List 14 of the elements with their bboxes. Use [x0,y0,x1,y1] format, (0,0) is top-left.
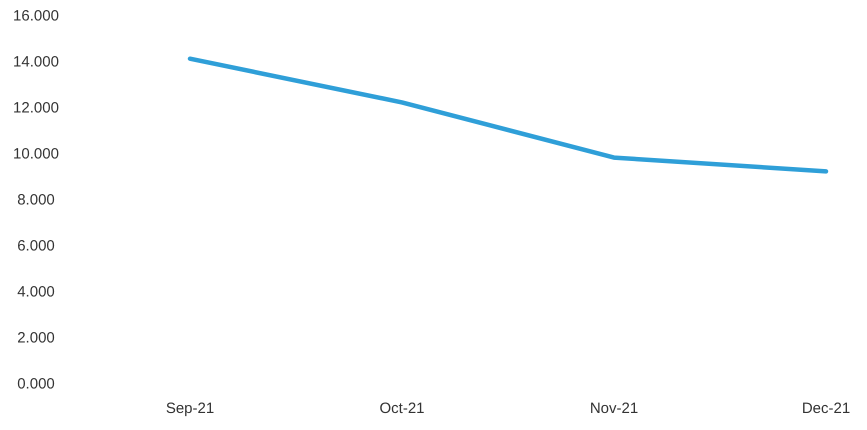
x-tick-label: Sep-21 [166,400,214,417]
x-tick-label: Dec-21 [802,400,850,417]
y-tick-label: 2.000 [17,329,55,346]
y-tick-label: 0.000 [17,375,55,392]
y-tick-label: 14.000 [13,53,59,70]
y-tick-label: 6.000 [17,237,55,254]
y-tick-label: 16.000 [13,7,59,24]
y-tick-label: 12.000 [13,99,59,116]
x-tick-label: Oct-21 [379,400,425,417]
line-series [188,56,828,174]
y-tick-label: 4.000 [17,283,55,300]
y-tick-label: 8.000 [17,191,55,208]
y-tick-label: 10.000 [13,145,59,162]
x-tick-label: Nov-21 [590,400,638,417]
